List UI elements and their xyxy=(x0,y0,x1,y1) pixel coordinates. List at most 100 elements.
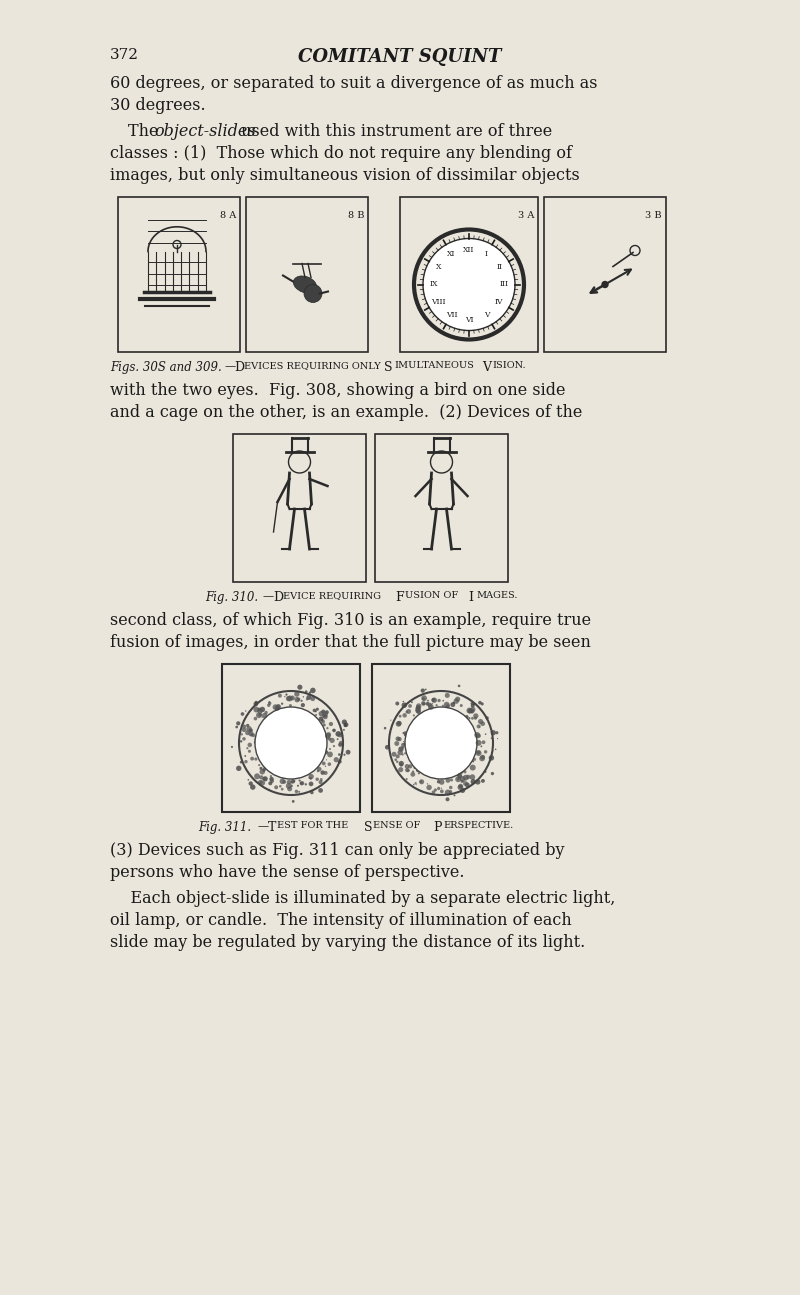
Circle shape xyxy=(409,751,411,754)
Circle shape xyxy=(298,725,299,726)
Circle shape xyxy=(427,703,432,707)
Circle shape xyxy=(268,701,270,703)
Circle shape xyxy=(302,765,305,768)
Text: III: III xyxy=(499,281,509,289)
Circle shape xyxy=(249,781,253,786)
Text: images, but only simultaneous vision of dissimilar objects: images, but only simultaneous vision of … xyxy=(110,167,580,184)
Circle shape xyxy=(446,778,450,782)
Bar xyxy=(233,434,366,581)
Circle shape xyxy=(338,754,341,756)
Circle shape xyxy=(444,721,448,725)
Circle shape xyxy=(321,710,326,714)
Circle shape xyxy=(473,703,475,706)
Circle shape xyxy=(423,702,426,706)
Circle shape xyxy=(466,739,469,742)
Circle shape xyxy=(473,758,476,761)
Circle shape xyxy=(421,723,425,726)
Circle shape xyxy=(286,742,292,747)
Circle shape xyxy=(292,800,294,803)
Circle shape xyxy=(259,707,265,712)
Circle shape xyxy=(457,773,462,778)
Text: USION OF: USION OF xyxy=(405,591,458,600)
Circle shape xyxy=(438,699,441,702)
Text: D: D xyxy=(234,361,244,374)
Circle shape xyxy=(304,755,310,760)
Circle shape xyxy=(276,704,281,710)
Circle shape xyxy=(431,751,437,756)
Circle shape xyxy=(458,778,459,780)
Circle shape xyxy=(477,724,481,728)
Circle shape xyxy=(301,729,305,733)
Circle shape xyxy=(426,785,432,790)
Circle shape xyxy=(241,733,243,736)
Circle shape xyxy=(284,695,286,697)
Circle shape xyxy=(254,702,258,706)
Circle shape xyxy=(414,767,416,769)
Circle shape xyxy=(463,774,469,781)
Circle shape xyxy=(268,738,273,743)
Text: second class, of which Fig. 310 is an example, require true: second class, of which Fig. 310 is an ex… xyxy=(110,613,591,629)
Circle shape xyxy=(413,715,415,716)
Circle shape xyxy=(480,721,485,726)
Circle shape xyxy=(281,736,283,737)
Circle shape xyxy=(310,777,312,780)
Circle shape xyxy=(404,732,407,734)
Circle shape xyxy=(231,746,233,749)
Text: ENSE OF: ENSE OF xyxy=(373,821,420,830)
Circle shape xyxy=(412,741,418,746)
Circle shape xyxy=(320,778,322,781)
Circle shape xyxy=(306,720,310,724)
Circle shape xyxy=(297,698,300,701)
Circle shape xyxy=(428,704,434,710)
Circle shape xyxy=(282,732,286,736)
Circle shape xyxy=(283,720,286,723)
Circle shape xyxy=(412,763,414,764)
Circle shape xyxy=(495,732,498,734)
Circle shape xyxy=(402,714,407,717)
Circle shape xyxy=(430,745,432,747)
Circle shape xyxy=(602,281,608,287)
Circle shape xyxy=(242,737,246,741)
Circle shape xyxy=(432,720,436,725)
Circle shape xyxy=(278,694,282,698)
Circle shape xyxy=(329,721,333,726)
Circle shape xyxy=(262,712,267,719)
Circle shape xyxy=(336,732,341,737)
Circle shape xyxy=(434,789,437,791)
Circle shape xyxy=(440,733,445,737)
Text: 8 A: 8 A xyxy=(220,211,236,220)
Circle shape xyxy=(414,782,417,785)
Text: The: The xyxy=(128,123,164,140)
Circle shape xyxy=(459,732,462,734)
Circle shape xyxy=(263,777,265,780)
Circle shape xyxy=(450,738,453,741)
Circle shape xyxy=(470,702,474,704)
Circle shape xyxy=(311,764,316,768)
Circle shape xyxy=(410,772,415,777)
Circle shape xyxy=(406,769,410,772)
Circle shape xyxy=(318,747,321,751)
Text: COMITANT SQUINT: COMITANT SQUINT xyxy=(298,48,502,66)
Circle shape xyxy=(318,711,324,716)
Circle shape xyxy=(299,781,303,786)
Circle shape xyxy=(256,712,262,719)
Circle shape xyxy=(289,736,290,737)
Circle shape xyxy=(338,742,342,747)
Circle shape xyxy=(452,741,454,745)
Circle shape xyxy=(305,690,307,693)
Circle shape xyxy=(420,781,422,783)
Circle shape xyxy=(344,723,349,726)
Circle shape xyxy=(414,717,419,723)
Circle shape xyxy=(465,715,469,719)
Circle shape xyxy=(398,767,403,772)
Text: —: — xyxy=(258,821,269,831)
Circle shape xyxy=(289,733,294,738)
Circle shape xyxy=(398,737,402,741)
Circle shape xyxy=(470,703,474,707)
Circle shape xyxy=(245,710,246,712)
Bar xyxy=(118,197,240,352)
Circle shape xyxy=(281,760,286,764)
Circle shape xyxy=(450,702,455,707)
Circle shape xyxy=(298,791,300,793)
Circle shape xyxy=(299,741,302,745)
